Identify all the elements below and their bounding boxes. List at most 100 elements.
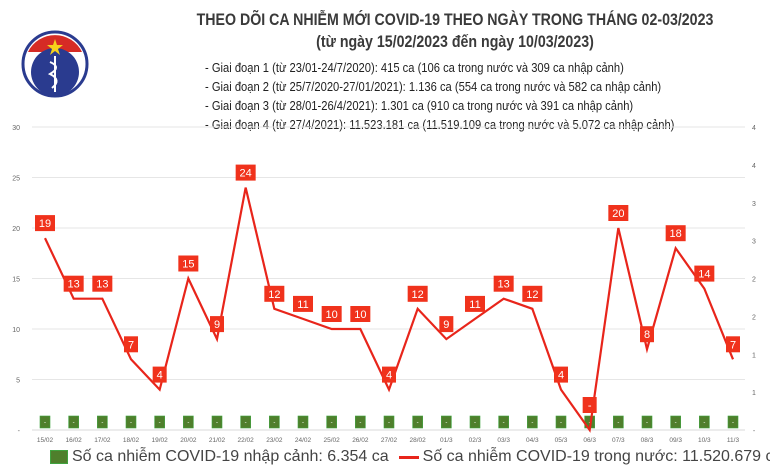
x-axis-tick-label: 03/3 xyxy=(497,437,510,444)
right-axis-tick-label: 2 xyxy=(752,314,756,321)
bar-imported xyxy=(297,415,309,429)
x-axis-tick-label: 24/02 xyxy=(295,437,312,444)
x-axis-tick-label: 21/02 xyxy=(209,437,226,444)
line-data-label: 13 xyxy=(498,279,510,291)
bar-data-label: - xyxy=(388,420,390,426)
legend-label-domestic: Số ca nhiễm COVID-19 trong nước: 11.520.… xyxy=(422,448,770,465)
bar-imported xyxy=(211,415,223,429)
phase-note: - Giai đoạn 3 (từ 28/01-26/4/2021): 1.30… xyxy=(205,98,634,113)
phase-note: - Giai đoạn 4 (từ 27/4/2021): 11.523.181… xyxy=(205,117,675,132)
x-axis-tick-label: 23/02 xyxy=(266,437,283,444)
line-data-label-box xyxy=(493,275,514,292)
line-data-label-box xyxy=(640,326,654,343)
x-axis-tick-label: 11/3 xyxy=(727,437,740,444)
right-axis-tick-label: 1 xyxy=(752,352,756,359)
right-axis-tick-label: 1 xyxy=(752,390,756,397)
line-data-label: 11 xyxy=(469,299,480,311)
line-data-label-box xyxy=(465,295,485,312)
bar-imported xyxy=(240,415,251,429)
x-axis-tick-label: 02/3 xyxy=(469,437,482,444)
line-data-label-box xyxy=(582,397,597,413)
line-data-label: 12 xyxy=(268,289,280,301)
bar-data-label: - xyxy=(187,420,189,426)
line-data-label: 7 xyxy=(730,339,736,351)
bar-data-label: - xyxy=(159,420,161,426)
right-axis-tick-label: 2 xyxy=(752,277,756,284)
line-data-label: 19 xyxy=(39,218,51,230)
bar-imported xyxy=(641,415,653,429)
left-axis-tick-label: 20 xyxy=(12,226,20,233)
bar-imported xyxy=(183,415,194,429)
line-data-label-box xyxy=(264,285,285,302)
bar-data-label: - xyxy=(302,420,304,426)
bar-imported xyxy=(383,415,395,429)
x-axis-tick-label: 22/02 xyxy=(238,437,255,444)
bar-data-label: - xyxy=(245,420,247,426)
line-data-label: 15 xyxy=(182,259,194,271)
bar-imported xyxy=(527,415,538,429)
bar-imported xyxy=(498,415,509,429)
bar-data-label: - xyxy=(703,420,705,426)
bar-imported xyxy=(355,415,366,429)
line-data-label: 13 xyxy=(68,279,80,291)
line-data-label-box xyxy=(554,366,568,383)
right-axis-tick-label: 3 xyxy=(752,239,756,246)
chart-subtitle: (từ ngày 15/02/2023 đến ngày 10/03/2023) xyxy=(316,33,594,51)
bar-imported xyxy=(39,415,51,429)
bar-data-label: - xyxy=(531,420,533,426)
line-data-label-box xyxy=(152,366,167,383)
chart-title: THEO DÕI CA NHIỄM MỚI COVID-19 THEO NGÀY… xyxy=(196,11,714,29)
line-data-label-box xyxy=(350,306,371,322)
x-axis-tick-label: 07/3 xyxy=(612,437,625,444)
line-data-label-box xyxy=(694,265,715,282)
line-data-label: 8 xyxy=(644,329,650,341)
bar-data-label: - xyxy=(675,420,677,426)
bar-imported xyxy=(125,415,137,429)
legend-swatch-line xyxy=(398,455,419,459)
bar-data-label: - xyxy=(216,420,218,426)
line-data-label: 14 xyxy=(698,269,710,281)
left-axis-tick-label: - xyxy=(18,428,21,435)
x-axis-tick-label: 04/3 xyxy=(526,437,539,444)
line-data-label-box xyxy=(210,316,224,333)
x-axis-tick-label: 06/3 xyxy=(583,437,596,444)
x-axis-tick-label: 01/3 xyxy=(440,437,453,444)
left-axis-tick-label: 25 xyxy=(12,176,20,183)
bar-data-label: - xyxy=(273,420,275,426)
bar-imported xyxy=(699,415,710,429)
bar-imported xyxy=(727,415,739,429)
line-data-label-box xyxy=(665,225,686,242)
legend: Số ca nhiễm COVID-19 nhập cảnh: 6.354 ca… xyxy=(50,448,770,466)
line-domestic xyxy=(44,187,735,433)
x-axis-tick-label: 15/02 xyxy=(37,437,54,444)
line-data-label: 7 xyxy=(128,339,134,351)
x-axis-tick-label: 28/02 xyxy=(410,437,427,444)
bar-imported xyxy=(469,415,481,429)
line-data-label: 10 xyxy=(326,309,338,321)
line-data-label-box xyxy=(608,205,629,221)
line-data-label: 24 xyxy=(240,168,252,180)
phase-note: - Giai đoạn 1 (từ 23/01-24/7/2020): 415 … xyxy=(205,60,624,75)
phase-note: - Giai đoạn 2 (từ 25/7/2020-27/01/2021):… xyxy=(205,79,662,94)
line-data-label: 10 xyxy=(354,309,366,321)
bar-data-label: - xyxy=(617,420,619,426)
phase-notes: - Giai đoạn 1 (từ 23/01-24/7/2020): 415 … xyxy=(205,58,674,134)
line-data-label-box xyxy=(726,336,740,353)
line-data-label-box xyxy=(63,275,84,292)
x-axis-tick-label: 17/02 xyxy=(94,437,111,444)
line-data-label: 4 xyxy=(558,370,564,382)
bar-data-label: - xyxy=(130,420,132,426)
x-axis-tick-label: 05/3 xyxy=(555,437,568,444)
bar-imported xyxy=(670,415,681,429)
right-axis-tick-label: - xyxy=(753,428,756,435)
line-data-label: 11 xyxy=(297,299,308,311)
bar-data-label: - xyxy=(560,420,562,426)
line-data-label: 18 xyxy=(670,228,682,240)
x-axis-tick-label: 20/02 xyxy=(180,437,197,444)
line-data-label: 12 xyxy=(412,289,424,301)
x-axis-tick-label: 27/02 xyxy=(381,437,398,444)
x-axis-tick-label: 19/02 xyxy=(152,437,169,444)
bar-imported xyxy=(441,415,452,429)
bar-data-label: - xyxy=(44,420,46,426)
